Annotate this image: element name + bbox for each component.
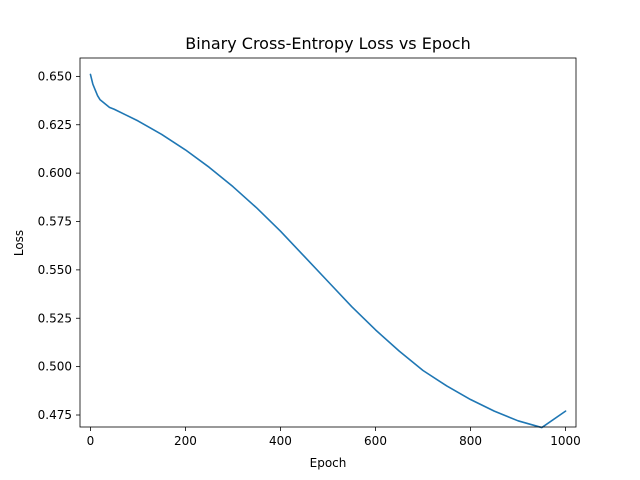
y-tick-label: 0.625	[38, 118, 72, 132]
plot-background	[80, 58, 576, 427]
y-tick-label: 0.575	[38, 215, 72, 229]
y-axis-label: Loss	[12, 230, 26, 256]
x-tick-label: 200	[174, 434, 197, 448]
x-tick-label: 400	[269, 434, 292, 448]
y-tick-label: 0.500	[38, 360, 72, 374]
plot-frame	[79, 57, 577, 428]
x-axis-label: Epoch	[310, 456, 347, 470]
x-tick-label: 1000	[550, 434, 581, 448]
y-tick-label: 0.525	[38, 311, 72, 325]
x-tick-label: 0	[87, 434, 95, 448]
y-tick-label: 0.475	[38, 408, 72, 422]
x-tick-label: 600	[364, 434, 387, 448]
y-tick-label: 0.550	[38, 263, 72, 277]
series-layer	[89, 73, 567, 429]
loss-series-line	[89, 73, 567, 429]
chart-title: Binary Cross-Entropy Loss vs Epoch	[185, 34, 470, 53]
y-tick-label: 0.600	[38, 166, 72, 180]
y-tick-label: 0.650	[38, 69, 72, 83]
x-tick-label: 800	[459, 434, 482, 448]
y-axis: 0.475 0.500 0.525 0.550 0.575 0.600 0.625 0.650	[38, 69, 80, 422]
x-axis: 0 200 400 600 800 1000	[87, 427, 581, 448]
